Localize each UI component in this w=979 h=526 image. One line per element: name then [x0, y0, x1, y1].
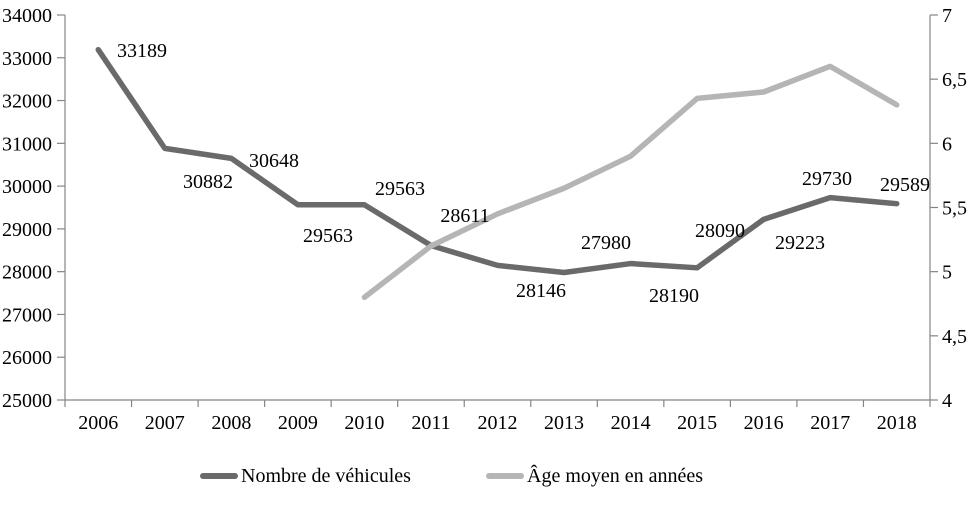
x-axis-category-label: 2012	[478, 412, 518, 434]
data-label: 28611	[440, 205, 489, 227]
legend-label-vehicles: Nombre de véhicules	[241, 464, 411, 487]
data-label: 33189	[117, 40, 167, 62]
x-axis-category-label: 2018	[877, 412, 917, 434]
x-axis-category-label: 2010	[344, 412, 384, 434]
left-axis-tick-label: 25000	[2, 390, 52, 412]
data-label: 29223	[775, 232, 825, 254]
right-axis-tick-label: 4	[942, 390, 952, 412]
x-axis-category-label: 2017	[810, 412, 850, 434]
legend-item-age: Âge moyen en années	[486, 464, 703, 488]
left-axis-tick-label: 29000	[2, 219, 52, 241]
right-axis-tick-label: 5,5	[942, 198, 967, 220]
left-axis-tick-label: 30000	[2, 176, 52, 198]
left-axis-tick-label: 33000	[2, 48, 52, 70]
data-label: 28090	[695, 220, 745, 242]
legend-item-vehicles: Nombre de véhicules	[200, 464, 411, 488]
right-axis-tick-label: 6	[942, 133, 952, 155]
x-axis-category-label: 2006	[78, 412, 118, 434]
right-axis-tick-label: 5	[942, 262, 952, 284]
left-axis-tick-label: 31000	[2, 133, 52, 155]
x-axis-category-label: 2011	[411, 412, 450, 434]
x-axis-category-label: 2014	[611, 412, 651, 434]
left-axis-tick-label: 34000	[2, 5, 52, 27]
x-axis-category-label: 2009	[278, 412, 318, 434]
data-label: 30648	[249, 150, 299, 172]
legend-line-swatch-age	[486, 473, 524, 479]
data-label: 28146	[516, 280, 566, 302]
data-label: 28190	[649, 285, 699, 307]
data-label: 30882	[183, 171, 233, 193]
data-label: 29563	[303, 225, 353, 247]
data-label: 29730	[802, 168, 852, 190]
series-line-0	[95, 46, 900, 276]
legend-line-swatch-vehicles	[200, 473, 238, 479]
chart-plot-area: 34000 33000 32000 31000 30000 29000 28000 27000…	[2, 5, 967, 434]
x-axis-category-label: 2008	[211, 412, 251, 434]
x-axis-category-label: 2016	[744, 412, 784, 434]
x-axis-category-label: 2007	[145, 412, 185, 434]
data-label: 29563	[375, 178, 425, 200]
right-axis-tick-label: 7	[942, 5, 952, 27]
x-axis-category-label: 2015	[677, 412, 717, 434]
data-label: 27980	[581, 232, 631, 254]
x-axis-category-label: 2013	[544, 412, 584, 434]
left-axis-tick-label: 32000	[2, 91, 52, 113]
right-axis-tick-label: 6,5	[942, 69, 967, 91]
left-axis-tick-label: 28000	[2, 262, 52, 284]
legend-label-age: Âge moyen en années	[527, 464, 704, 487]
left-axis-tick-label: 26000	[2, 347, 52, 369]
right-axis-tick-label: 4,5	[942, 326, 967, 348]
series-line-1	[361, 63, 900, 301]
data-label: 29589	[880, 174, 930, 196]
left-axis-tick-label: 27000	[2, 304, 52, 326]
